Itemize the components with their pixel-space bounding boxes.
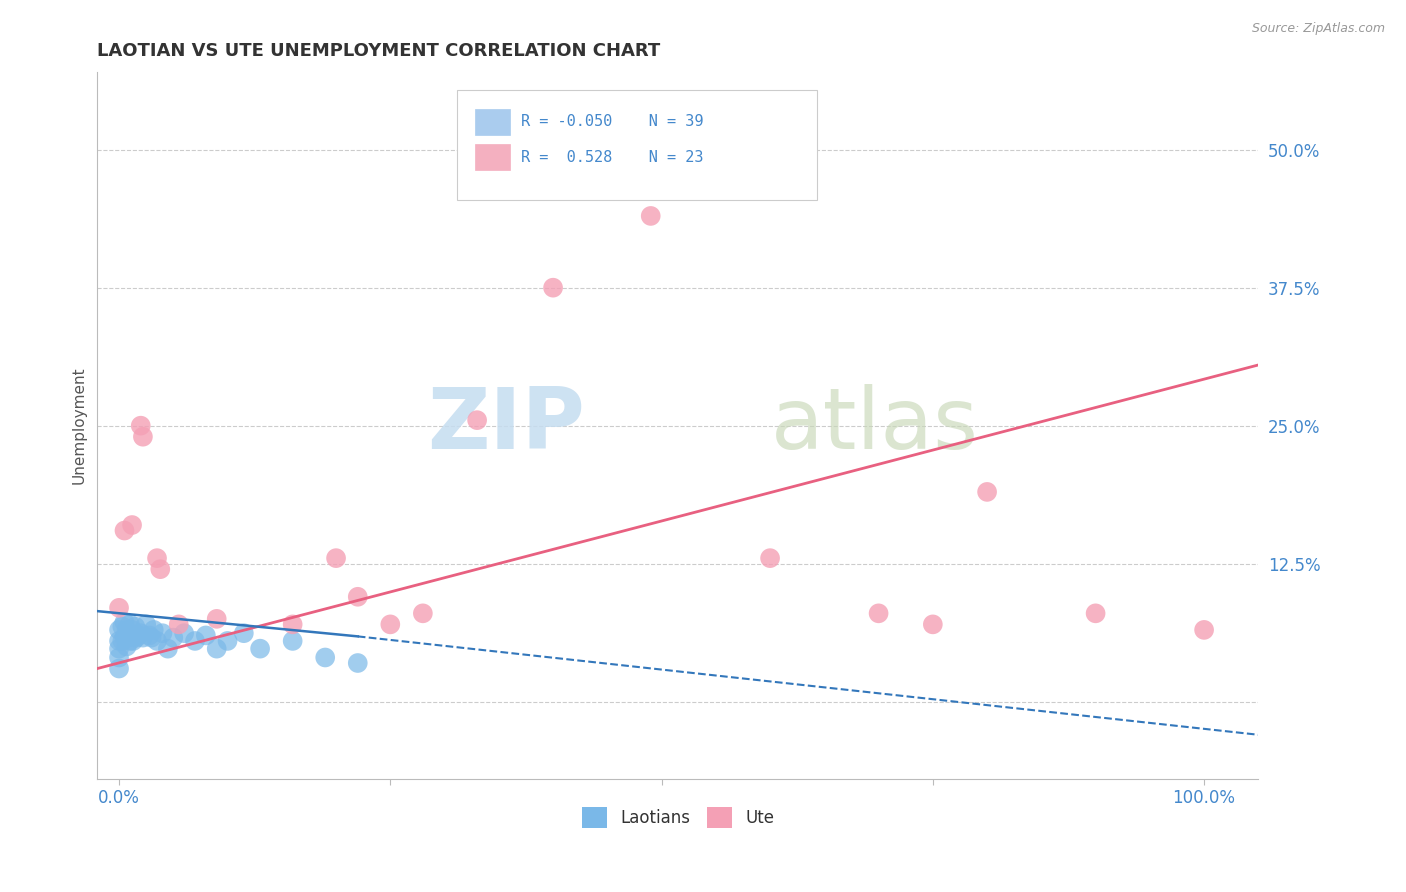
Text: atlas: atlas [770, 384, 979, 467]
Legend: Laotians, Ute: Laotians, Ute [575, 800, 780, 834]
Point [138, 628, 160, 642]
Point [149, 562, 172, 576]
Point [921, 617, 943, 632]
Point [111, 619, 134, 633]
Point [380, 617, 402, 632]
Point [156, 641, 179, 656]
Point [124, 619, 146, 633]
Text: LAOTIAN VS UTE UNEMPLOYMENT CORRELATION CHART: LAOTIAN VS UTE UNEMPLOYMENT CORRELATION … [97, 42, 661, 60]
Point [108, 641, 131, 656]
Point [114, 631, 136, 645]
Point [121, 623, 143, 637]
Point [1192, 623, 1215, 637]
Point [129, 418, 152, 433]
Point [115, 640, 138, 654]
Point [194, 628, 217, 642]
Point [281, 634, 304, 648]
Point [128, 628, 150, 642]
Point [141, 631, 163, 645]
Point [146, 634, 169, 648]
Point [114, 524, 136, 538]
Point [122, 634, 145, 648]
FancyBboxPatch shape [475, 145, 509, 169]
Point [142, 623, 165, 637]
Point [108, 661, 131, 675]
Point [118, 617, 141, 632]
Point [205, 612, 228, 626]
Point [152, 626, 174, 640]
FancyBboxPatch shape [475, 109, 509, 135]
Point [217, 634, 239, 648]
FancyBboxPatch shape [457, 90, 817, 200]
Point [205, 641, 228, 656]
Point [232, 626, 254, 640]
Point [640, 209, 662, 223]
Point [146, 551, 169, 566]
Point [465, 413, 488, 427]
Point [759, 551, 782, 566]
Point [118, 634, 141, 648]
Text: Source: ZipAtlas.com: Source: ZipAtlas.com [1251, 22, 1385, 36]
Point [346, 590, 368, 604]
Y-axis label: Unemployment: Unemployment [72, 367, 86, 484]
Point [412, 607, 434, 621]
Point [117, 631, 139, 645]
Text: ZIP: ZIP [427, 384, 585, 467]
Point [108, 634, 131, 648]
Point [121, 518, 143, 533]
Point [129, 626, 152, 640]
Point [1084, 607, 1107, 621]
Point [281, 617, 304, 632]
Point [108, 600, 131, 615]
Point [135, 617, 157, 632]
Point [111, 634, 134, 648]
Point [868, 607, 890, 621]
Point [115, 623, 138, 637]
Point [541, 281, 564, 295]
Point [132, 430, 155, 444]
Point [173, 626, 195, 640]
Point [249, 641, 271, 656]
Point [976, 484, 998, 499]
Point [108, 623, 131, 637]
Point [325, 551, 347, 566]
Point [162, 631, 184, 645]
Point [114, 615, 136, 629]
Point [314, 650, 336, 665]
Point [132, 631, 155, 645]
Point [125, 631, 148, 645]
Point [346, 656, 368, 670]
Point [184, 634, 207, 648]
Point [167, 617, 190, 632]
Point [108, 650, 131, 665]
Text: R = -0.050    N = 39: R = -0.050 N = 39 [522, 114, 703, 129]
Text: R =  0.528    N = 23: R = 0.528 N = 23 [522, 150, 703, 165]
